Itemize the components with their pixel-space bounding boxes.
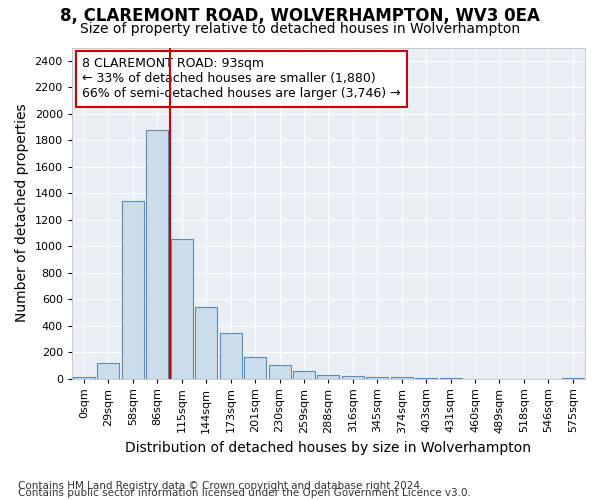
Text: Size of property relative to detached houses in Wolverhampton: Size of property relative to detached ho… [80,22,520,36]
Bar [195,307,217,378]
Bar [366,376,388,378]
Bar [171,240,193,378]
Text: Contains HM Land Registry data © Crown copyright and database right 2024.: Contains HM Land Registry data © Crown c… [18,481,424,491]
Bar [269,366,290,378]
Bar [342,376,364,378]
Bar [220,334,242,378]
Bar [97,362,119,378]
Bar [317,374,340,378]
Bar [122,201,144,378]
X-axis label: Distribution of detached houses by size in Wolverhampton: Distribution of detached houses by size … [125,441,532,455]
Bar [146,130,169,378]
Y-axis label: Number of detached properties: Number of detached properties [15,104,29,322]
Bar [293,370,315,378]
Bar [73,376,95,378]
Text: Contains public sector information licensed under the Open Government Licence v3: Contains public sector information licen… [18,488,471,498]
Bar [244,358,266,378]
Text: 8 CLAREMONT ROAD: 93sqm
← 33% of detached houses are smaller (1,880)
66% of semi: 8 CLAREMONT ROAD: 93sqm ← 33% of detache… [82,58,401,100]
Text: 8, CLAREMONT ROAD, WOLVERHAMPTON, WV3 0EA: 8, CLAREMONT ROAD, WOLVERHAMPTON, WV3 0E… [60,8,540,26]
